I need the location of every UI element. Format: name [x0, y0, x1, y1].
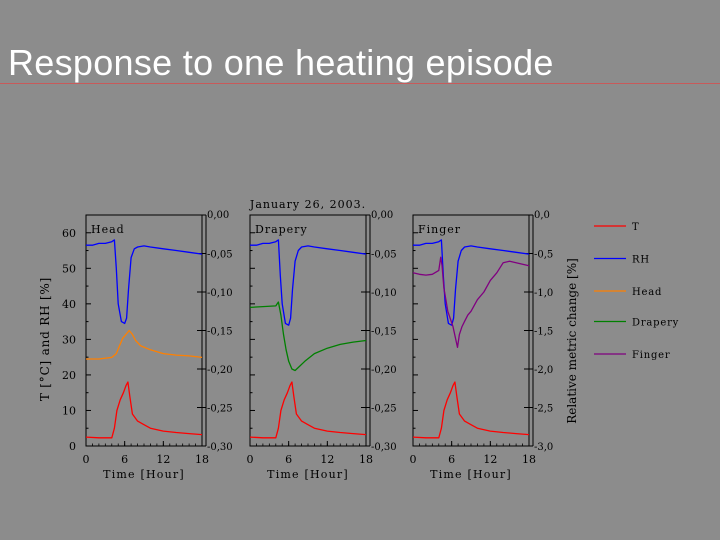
x-tick-label: 0	[410, 453, 417, 466]
right-tick-label: -0,15	[207, 327, 233, 338]
right-tick-label: 0,00	[371, 210, 393, 221]
right-tick-label: -0,30	[207, 442, 233, 453]
x-axis-label: Time [Hour]	[430, 468, 512, 481]
series-line-t	[85, 381, 203, 439]
x-tick-label: 6	[285, 453, 292, 466]
x-tick-label: 6	[448, 453, 455, 466]
x-tick-label: 0	[247, 453, 254, 466]
x-tick-label: 18	[522, 453, 536, 466]
panel-label: Head	[91, 223, 125, 236]
right-tick-label: -0,25	[371, 404, 397, 415]
left-tick-label: 40	[62, 298, 76, 311]
right-tick-label: -1,5	[534, 327, 553, 338]
left-tick-label: 10	[62, 404, 76, 417]
x-axis-label: Time [Hour]	[103, 468, 185, 481]
left-tick-label: 50	[62, 262, 76, 275]
legend-label-rh: RH	[632, 255, 650, 266]
x-tick-label: 12	[156, 453, 170, 466]
legend-label-drapery: Drapery	[632, 318, 679, 329]
right-tick-label: -0,10	[371, 288, 397, 299]
right-tick-label: -0,05	[207, 250, 233, 261]
right-tick-label: -3,0	[534, 442, 553, 453]
panel-finger: Finger 0 6 12 18 Time [Hour] 0,0 -0,5 -1,0 -1,5 -2…	[410, 210, 554, 481]
left-tick-label: 20	[62, 369, 76, 382]
series-line-rh	[250, 239, 367, 326]
right-tick-label: -0,20	[371, 365, 397, 376]
legend: T RH Head Drapery Finger	[594, 222, 679, 361]
plot-frame	[412, 214, 530, 447]
right-tick-label: -0,10	[207, 288, 233, 299]
left-axis-label: T [°C] and RH [%]	[38, 277, 52, 401]
legend-label-finger: Finger	[632, 350, 670, 361]
panel-label: Finger	[418, 223, 461, 236]
right-tick-label: -2,0	[534, 365, 553, 376]
left-tick-label: 30	[62, 333, 76, 346]
series-line-t	[412, 381, 530, 439]
right-tick-label: -0,25	[207, 404, 233, 415]
panel-label: Drapery	[255, 223, 308, 236]
right-tick-label: -0,15	[371, 327, 397, 338]
right-tick-label: 0,00	[207, 210, 229, 221]
title-divider	[0, 83, 720, 84]
x-axis-label: Time [Hour]	[267, 468, 349, 481]
series-line-finger	[412, 256, 530, 349]
x-tick-label: 12	[483, 453, 497, 466]
panel-head: Head 0 6 12 18 Time [Hour] 0 10 20 30 40 50 60 0,00 -0…	[62, 210, 233, 481]
x-tick-label: 18	[359, 453, 373, 466]
legend-label-t: T	[632, 222, 639, 233]
x-tick-label: 18	[195, 453, 209, 466]
x-tick-label: 12	[320, 453, 334, 466]
slide-title: Response to one heating episode	[8, 42, 554, 83]
right-axis-label: Relative metric change [%]	[565, 258, 579, 424]
right-tick-label: -0,20	[207, 365, 233, 376]
right-tick-label: -1,0	[534, 288, 553, 299]
series-line-drapery	[249, 301, 367, 372]
left-tick-label: 60	[62, 227, 76, 240]
panel-drapery: Drapery 0 6 12 18 Time [Hour] 0,00 -0,05 -0,10 -0…	[247, 210, 397, 481]
right-tick-label: -2,5	[534, 404, 553, 415]
right-tick-label: -0,5	[534, 250, 553, 261]
left-tick-label: 0	[69, 440, 76, 453]
plot-frame	[85, 214, 203, 447]
chart-title: January 26, 2003.	[249, 198, 366, 211]
series-line-rh	[86, 239, 203, 325]
right-tick-label: -0,30	[371, 442, 397, 453]
legend-label-head: Head	[632, 287, 662, 298]
x-tick-label: 0	[83, 453, 90, 466]
series-line-head	[86, 329, 203, 360]
series-line-rh	[413, 239, 530, 326]
right-tick-label: -0,05	[371, 250, 397, 261]
x-tick-label: 6	[121, 453, 128, 466]
series-line-t	[249, 381, 367, 439]
right-tick-label: 0,0	[534, 210, 550, 221]
plot-frame	[249, 214, 367, 447]
